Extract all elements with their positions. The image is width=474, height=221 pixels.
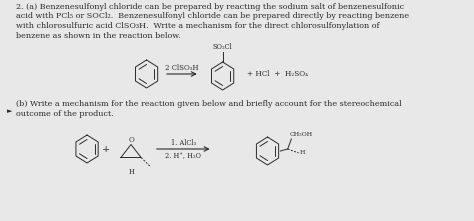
Text: (b) Write a mechanism for the reaction given below and briefly account for the s: (b) Write a mechanism for the reaction g…: [17, 100, 402, 108]
Text: 1. AlCl₃: 1. AlCl₃: [171, 139, 196, 147]
Text: 2. (a) Benzenesulfonyl chloride can be prepared by reacting the sodium salt of b: 2. (a) Benzenesulfonyl chloride can be p…: [17, 3, 405, 11]
Text: 2. H⁺, H₂O: 2. H⁺, H₂O: [165, 151, 201, 159]
Text: with chlorosulfuric acid ClSO₃H.  Write a mechanism for the direct chlorosulfony: with chlorosulfuric acid ClSO₃H. Write a…: [17, 22, 380, 30]
Text: 2 ClSO₃H: 2 ClSO₃H: [165, 64, 199, 72]
Text: H: H: [300, 151, 305, 156]
Text: outcome of the product.: outcome of the product.: [17, 109, 114, 118]
Text: ►: ►: [7, 108, 13, 114]
Text: SO₂Cl: SO₂Cl: [213, 43, 233, 51]
Text: +: +: [102, 145, 110, 154]
Text: CH₂OH: CH₂OH: [290, 132, 313, 137]
Text: + HCl  +  H₂SO₄: + HCl + H₂SO₄: [247, 70, 309, 78]
Text: O: O: [128, 135, 134, 143]
Text: acid with PCl₅ or SOCl₂.  Benzenesulfonyl chloride can be prepared directly by r: acid with PCl₅ or SOCl₂. Benzenesulfonyl…: [17, 13, 410, 21]
Text: benzene as shown in the reaction below.: benzene as shown in the reaction below.: [17, 32, 181, 40]
Text: H: H: [129, 168, 135, 177]
